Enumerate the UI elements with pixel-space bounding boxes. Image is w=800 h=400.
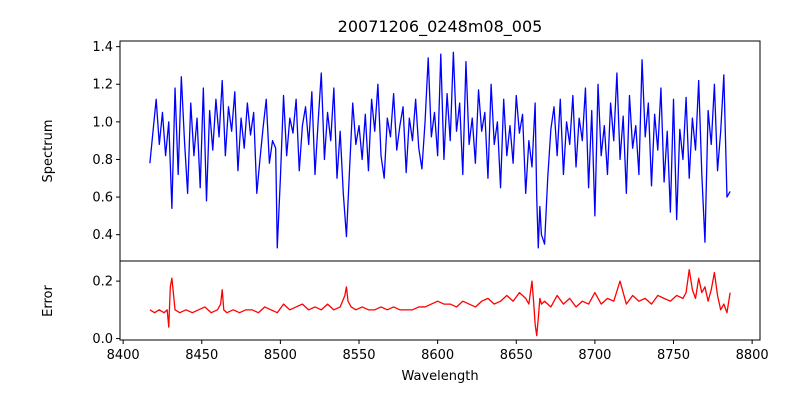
spectrum-ytick-label: 0.8 (92, 153, 113, 168)
xtick-label: 8450 (185, 348, 218, 363)
error-ytick-label: 0.0 (92, 332, 113, 347)
spectrum-panel: 0.4 0.6 0.8 1.0 1.2 1.4 Spectrum (41, 40, 761, 262)
spectrum-ytick-label: 0.4 (92, 228, 113, 243)
error-y-axis-label: Error (41, 285, 56, 317)
xtick-label: 8600 (421, 348, 454, 363)
chart-title: 20071206_0248m08_005 (338, 17, 543, 37)
xtick-label: 8800 (736, 348, 769, 363)
spectrum-y-axis-label: Spectrum (41, 120, 56, 183)
error-xticks: 8400 8450 8500 8550 8600 8650 8700 8750 8800 (107, 340, 769, 363)
error-axes-frame (119, 260, 761, 341)
spectrum-ytick-label: 0.6 (92, 191, 113, 206)
error-panel: 0.00.2 8400 8450 8500 8550 8600 8650 8700 8750 8… (41, 260, 769, 384)
xtick-label: 8650 (500, 348, 533, 363)
error-series-line (149, 268, 731, 337)
xtick-label: 8700 (578, 348, 611, 363)
spectrum-ytick-label: 1.0 (92, 115, 113, 130)
xtick-label: 8550 (342, 348, 375, 363)
x-axis-label: Wavelength (401, 369, 478, 384)
spectrum-ytick-label: 1.2 (92, 78, 113, 93)
xtick-label: 8750 (657, 348, 690, 363)
spectrum-ytick-label: 1.4 (92, 40, 113, 55)
xtick-label: 8400 (107, 348, 140, 363)
spectrum-series-line (149, 51, 731, 249)
error-ytick-label: 0.2 (92, 275, 113, 290)
spectrum-yticks: 0.4 0.6 0.8 1.0 1.2 1.4 (92, 40, 120, 243)
error-yticks: 0.0 0.2 (92, 275, 120, 347)
xtick-label: 8500 (264, 348, 297, 363)
